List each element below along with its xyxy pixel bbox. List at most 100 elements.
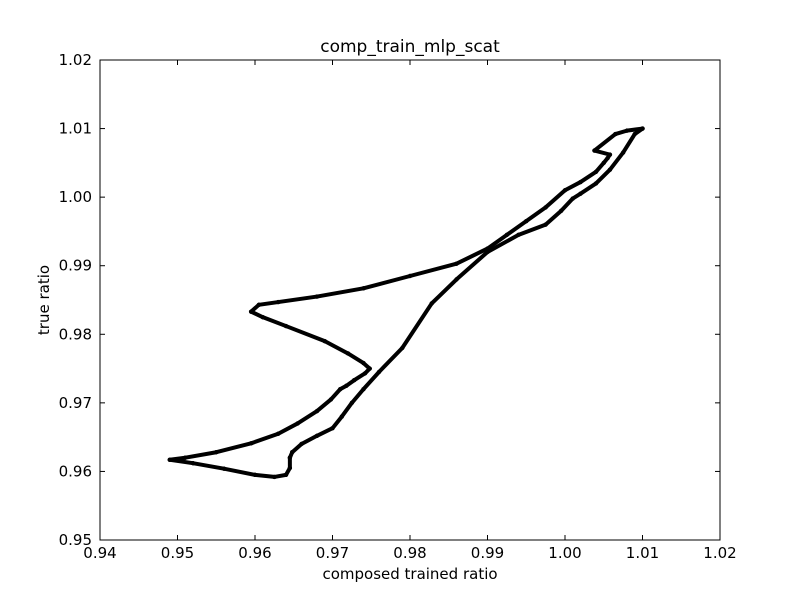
series-0-point — [167, 457, 172, 462]
series-0-point — [400, 345, 405, 351]
series-0-segment — [594, 167, 612, 186]
series-0-point — [322, 338, 327, 344]
series-0-segment — [191, 461, 226, 471]
series-0-point — [620, 150, 626, 155]
y-tick-label: 1.01 — [59, 120, 92, 138]
x-tick-label: 0.94 — [83, 544, 116, 562]
series-0-point — [562, 188, 568, 193]
y-tick-label: 0.99 — [59, 257, 92, 275]
x-tick-label: 0.95 — [161, 544, 194, 562]
series-0-segment — [524, 205, 548, 224]
y-axis-label: true ratio — [35, 265, 53, 335]
series-0-point — [578, 179, 583, 185]
plot-area — [100, 60, 720, 540]
series-0-point — [314, 433, 320, 438]
series-0-point — [338, 386, 343, 392]
series-0-segment — [328, 387, 343, 402]
series-0-segment — [377, 346, 405, 374]
series-0-point — [485, 246, 490, 251]
series-0-point — [593, 181, 599, 186]
series-0-point — [248, 309, 254, 314]
chart-title: comp_train_mlp_scat — [320, 37, 500, 57]
series-0-segment — [454, 250, 490, 282]
series-0-segment — [183, 450, 219, 460]
series-0-point — [272, 474, 277, 480]
series-0-segment — [485, 232, 521, 254]
plot-frame — [99, 59, 721, 541]
series-0-point — [578, 191, 583, 196]
series-0-point — [287, 455, 293, 460]
series-0-point — [601, 160, 606, 166]
series-0-point — [607, 167, 613, 172]
series-0-segment — [276, 294, 319, 305]
series-0-segment — [260, 315, 288, 329]
series-0-point — [362, 371, 368, 376]
series-0-point — [376, 369, 382, 375]
series-0-point — [276, 299, 281, 305]
series-0-point — [190, 461, 196, 466]
x-tick-label: 0.96 — [238, 544, 271, 562]
series-0-segment — [578, 169, 598, 185]
series-0-segment — [485, 232, 509, 251]
series-0-point — [256, 302, 262, 307]
series-0-point — [344, 383, 349, 388]
series-0-point — [339, 414, 344, 419]
series-0-point — [345, 351, 351, 356]
series-0-segment — [361, 370, 381, 392]
series-0-point — [524, 218, 529, 224]
series-0-point — [361, 386, 366, 392]
series-0-segment — [349, 387, 366, 405]
series-0-segment — [559, 196, 575, 213]
series-0-segment — [249, 431, 281, 446]
series-0-point — [314, 294, 320, 299]
series-0-point — [454, 277, 459, 282]
series-0-point — [352, 378, 357, 383]
series-0-segment — [543, 208, 564, 227]
series-0-point — [290, 450, 295, 455]
series-0-segment — [214, 441, 254, 455]
y-tick-label: 1.02 — [59, 51, 92, 69]
series-0-point — [252, 472, 258, 478]
series-0-point — [283, 323, 289, 329]
series-0-point — [283, 472, 289, 478]
series-0-point — [593, 169, 599, 174]
series-0-point — [260, 314, 265, 320]
series-0-segment — [299, 433, 319, 446]
x-tick-label: 1.01 — [626, 544, 659, 562]
series-0-point — [454, 261, 459, 266]
series-0-segment — [315, 286, 366, 299]
series-0-segment — [295, 409, 319, 426]
series-0-point — [330, 426, 335, 431]
series-0-segment — [284, 324, 327, 344]
x-tick-label: 0.97 — [316, 544, 349, 562]
series-0-point — [485, 249, 490, 255]
x-tick-label: 0.99 — [471, 544, 504, 562]
series-0-segment — [454, 246, 490, 266]
series-0-segment — [621, 132, 637, 155]
series-0-segment — [167, 457, 195, 466]
series-0-point — [605, 155, 610, 161]
series-0-segment — [330, 414, 344, 431]
series-0-point — [570, 196, 575, 201]
y-tick-label: 0.95 — [59, 531, 92, 549]
series-0-segment — [346, 351, 366, 366]
x-tick-label: 1.00 — [548, 544, 581, 562]
series-0-segment — [322, 339, 350, 356]
series-0-point — [407, 273, 413, 279]
series-0-point — [295, 421, 300, 426]
series-0-point — [543, 205, 548, 210]
y-tick-label: 0.98 — [59, 325, 92, 343]
x-axis-label: composed trained ratio — [322, 565, 497, 583]
series-0-point — [558, 208, 564, 214]
series-0-point — [214, 450, 219, 455]
series-0-segment — [276, 421, 300, 436]
series-0-point — [299, 441, 304, 447]
series-0-point — [592, 148, 597, 153]
series-0-point — [624, 128, 630, 133]
series-0-point — [516, 232, 521, 238]
series-0-segment — [543, 188, 567, 210]
series-0-point — [328, 397, 334, 402]
series-0-segment — [315, 426, 335, 438]
series-0-point — [361, 286, 366, 291]
